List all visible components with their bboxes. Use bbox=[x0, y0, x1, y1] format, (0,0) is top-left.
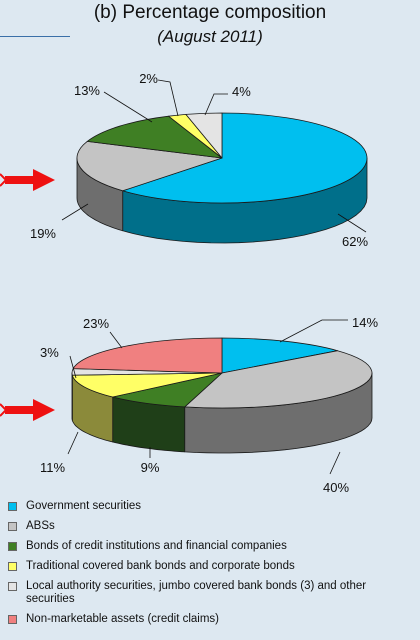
leader-line bbox=[61, 203, 89, 221]
legend-swatch bbox=[8, 542, 17, 551]
pie-chart-top: 62% 19% 13% 2% 4% bbox=[30, 71, 368, 249]
legend-label: Local authority securities, jumbo covere… bbox=[26, 580, 367, 605]
pie-slice bbox=[71, 372, 223, 398]
leader-line bbox=[337, 213, 367, 233]
legend-label: Government securities bbox=[26, 500, 142, 512]
slice-label: 2% bbox=[139, 71, 158, 86]
legend-label: Traditional covered bank bonds and corpo… bbox=[26, 560, 295, 572]
pie-slice bbox=[221, 337, 338, 374]
chart-title: (b) Percentage composition bbox=[93, 2, 327, 23]
legend-item: ABSs bbox=[8, 520, 413, 533]
edge-arrow-tip-icon bbox=[0, 403, 8, 417]
slice-label: 14% bbox=[352, 315, 378, 330]
legend-label: Non-marketable assets (credit claims) bbox=[26, 613, 220, 625]
legend-item: Non-marketable assets (credit claims) bbox=[8, 613, 413, 626]
pie-slice bbox=[184, 350, 373, 409]
leader-line bbox=[157, 79, 179, 117]
pie-slice bbox=[112, 372, 223, 408]
arrow-icon bbox=[5, 169, 55, 191]
slice-label: 3% bbox=[40, 345, 59, 360]
pie-slice bbox=[122, 112, 368, 204]
slice-label: 11% bbox=[40, 460, 65, 475]
pie-slice bbox=[72, 337, 223, 374]
legend-label: ABSs bbox=[26, 520, 55, 532]
legend-swatch bbox=[8, 522, 17, 531]
legend-swatch bbox=[8, 582, 17, 591]
slice-label: 19% bbox=[30, 226, 56, 241]
legend-item: Bonds of credit institutions and financi… bbox=[8, 540, 413, 553]
slice-label: 13% bbox=[74, 83, 100, 98]
legend-swatch bbox=[8, 502, 17, 511]
leader-line bbox=[204, 93, 228, 116]
leader-line bbox=[109, 331, 123, 349]
leader-line bbox=[279, 319, 348, 343]
chart-subtitle: (August 2011) bbox=[157, 27, 263, 46]
leader-line bbox=[69, 355, 77, 379]
legend-swatch bbox=[8, 615, 17, 624]
legend-label: Bonds of credit institutions and financi… bbox=[26, 540, 287, 552]
legend-item: Traditional covered bank bonds and corpo… bbox=[8, 560, 413, 573]
leader-line bbox=[329, 451, 341, 475]
legend: Government securities ABSs Bonds of cred… bbox=[8, 500, 413, 633]
slice-label: 40% bbox=[323, 480, 349, 495]
pie-slice bbox=[86, 115, 223, 159]
legend-item: Local authority securities, jumbo covere… bbox=[8, 580, 413, 606]
arrow-icon bbox=[5, 399, 55, 421]
leader-line bbox=[67, 431, 79, 455]
leader-line bbox=[103, 91, 153, 123]
header-rule bbox=[0, 36, 70, 37]
slice-label: 23% bbox=[83, 316, 109, 331]
legend-item: Government securities bbox=[8, 500, 413, 513]
pie-slice bbox=[185, 112, 223, 159]
slice-label: 4% bbox=[232, 84, 251, 99]
edge-arrow-tip-icon bbox=[0, 173, 8, 187]
slice-label: 62% bbox=[342, 234, 368, 249]
legend-swatch bbox=[8, 562, 17, 571]
pie-charts: 62% 19% 13% 2% 4% 14% 40% 9% 11% 3% 23% bbox=[0, 71, 378, 495]
slice-label: 9% bbox=[141, 460, 160, 475]
pie-chart-bottom: 14% 40% 9% 11% 3% 23% bbox=[40, 315, 378, 495]
